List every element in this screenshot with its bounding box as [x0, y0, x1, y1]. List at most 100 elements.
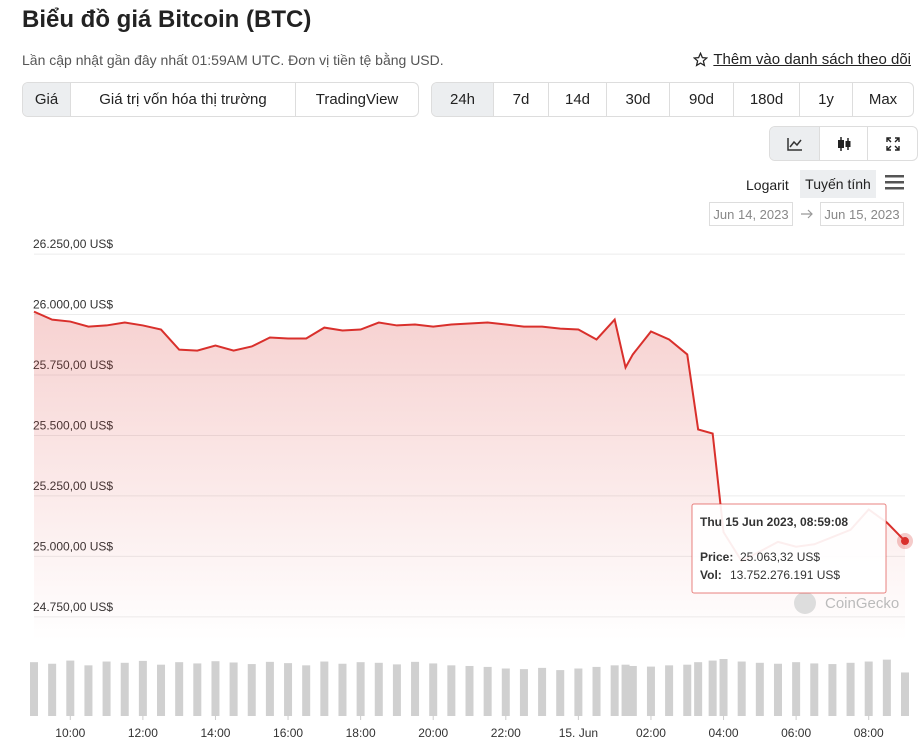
tab-button[interactable]: Giá	[23, 83, 71, 116]
date-to[interactable]: Jun 15, 2023	[820, 202, 904, 226]
tab-button[interactable]: Giá trị vốn hóa thị trường	[71, 83, 296, 116]
volume-bar	[737, 661, 746, 716]
x-tick-label: 06:00	[781, 726, 811, 740]
tooltip-title: Thu 15 Jun 2023, 08:59:08	[700, 515, 848, 529]
x-tick-label: 18:00	[346, 726, 376, 740]
y-tick-label: 26.250,00 US$	[33, 237, 113, 251]
linear-scale-button[interactable]: Tuyến tính	[800, 170, 876, 198]
range-button[interactable]: 24h	[432, 83, 494, 116]
volume-bar	[610, 665, 619, 716]
volume-bar	[429, 663, 438, 716]
x-tick-label: 22:00	[491, 726, 521, 740]
volume-bar	[211, 661, 220, 716]
x-tick-label: 15. Jun	[559, 726, 598, 740]
line-icon	[786, 137, 802, 151]
hover-point-core	[901, 537, 909, 546]
x-tick-label: 20:00	[418, 726, 448, 740]
volume-bar	[102, 661, 111, 716]
volume-bar	[665, 665, 674, 716]
volume-bar	[556, 670, 565, 716]
volume-bar	[447, 665, 456, 716]
range-button[interactable]: 90d	[670, 83, 734, 116]
volume-bar	[810, 663, 819, 716]
page-title: Biểu đồ giá Bitcoin (BTC)	[22, 6, 312, 33]
volume-bar	[538, 667, 547, 716]
star-icon	[693, 52, 709, 67]
volume-bar	[519, 669, 528, 716]
tab-button[interactable]: TradingView	[315, 91, 399, 108]
watchlist-link[interactable]: Thêm vào danh sách theo dõi	[693, 51, 911, 68]
tooltip-price: 25.063,32 US$	[740, 550, 820, 564]
volume-bar	[356, 662, 365, 716]
x-tick-label: 16:00	[273, 726, 303, 740]
volume-bar	[265, 661, 274, 716]
range-button[interactable]: 30d	[607, 83, 670, 116]
volume-bar	[193, 663, 202, 716]
volume-bar	[483, 666, 492, 716]
volume-bar	[374, 662, 383, 716]
volume-bar	[302, 665, 311, 716]
volume-bar	[792, 662, 801, 716]
range-button[interactable]: 1y	[800, 83, 853, 116]
volume-bar	[247, 664, 256, 716]
volume-bar	[284, 663, 293, 716]
range-button[interactable]: 14d	[549, 83, 607, 116]
volume-bar	[773, 663, 782, 716]
tooltip-vol: 13.752.276.191 US$	[730, 568, 840, 582]
volume-bar	[628, 665, 637, 716]
x-tick-label: 12:00	[128, 726, 158, 740]
price-area	[34, 311, 905, 641]
volume-bar	[719, 659, 728, 716]
tooltip-price-label: Price:	[700, 550, 733, 564]
x-tick-label: 08:00	[854, 726, 884, 740]
volume-bar	[138, 660, 147, 716]
volume-bar	[755, 662, 764, 716]
volume-bar	[592, 666, 601, 716]
fullscreen-button[interactable]	[868, 127, 917, 160]
volume-bar	[828, 664, 837, 716]
volume-bar	[66, 660, 75, 716]
subtitle: Lần cập nhật gần đây nhất 01:59AM UTC. Đ…	[22, 52, 444, 68]
volume-bar	[882, 659, 891, 716]
volume-bar	[338, 663, 347, 716]
volume-bar	[846, 662, 855, 716]
x-tick-label: 10:00	[55, 726, 85, 740]
volume-bar	[30, 662, 38, 716]
volume-bar	[320, 661, 329, 716]
log-scale-button[interactable]: Logarit	[746, 177, 789, 193]
volume-bar	[157, 664, 166, 716]
volume-bar	[621, 664, 630, 716]
chart-type-group	[769, 126, 918, 161]
volume-bar	[683, 664, 692, 716]
volume-bar	[864, 661, 873, 716]
volume-bar	[411, 661, 420, 716]
watermark-logo	[794, 592, 816, 614]
volume-bar	[901, 672, 909, 716]
tooltip-box	[691, 503, 887, 594]
volume-bar	[175, 662, 184, 716]
range-button[interactable]: Max	[868, 91, 898, 108]
range-group: 24h 7d 14d 30d 90d 180d 1y Max	[431, 82, 914, 117]
y-tick-label: 26.000,00 US$	[33, 298, 113, 312]
range-button[interactable]: 180d	[734, 83, 800, 116]
candle-chart-button[interactable]	[820, 127, 868, 160]
volume-bar	[48, 663, 57, 716]
x-tick-label: 04:00	[709, 726, 739, 740]
date-from[interactable]: Jun 14, 2023	[709, 202, 793, 226]
volume-bar	[574, 668, 583, 716]
date-arrow	[801, 209, 813, 219]
volume-bar	[646, 666, 655, 716]
line-chart-button[interactable]	[770, 127, 820, 160]
menu-icon[interactable]	[885, 174, 904, 190]
tooltip: Thu 15 Jun 2023, 08:59:08 Price: 25.063,32…	[691, 503, 887, 594]
expand-icon	[885, 136, 900, 151]
volume-bar	[465, 665, 474, 716]
x-tick-label: 14:00	[200, 726, 230, 740]
volume-bar	[392, 664, 401, 716]
watermark-text: CoinGecko	[825, 595, 899, 612]
range-button[interactable]: 7d	[494, 83, 549, 116]
volume-bar	[501, 668, 510, 716]
tooltip-vol-label: Vol:	[700, 568, 722, 582]
volume-bar	[84, 665, 93, 716]
